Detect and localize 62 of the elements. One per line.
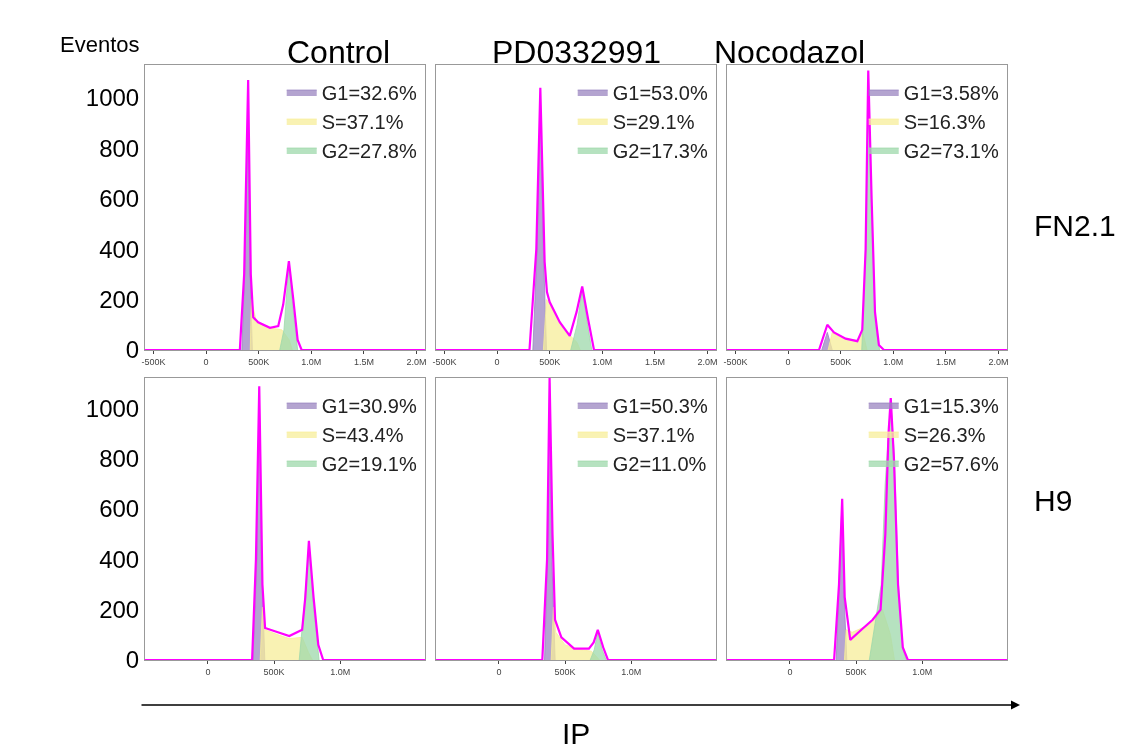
chart-title: PD0332991 bbox=[492, 34, 662, 70]
y-tick-label: 800 bbox=[99, 134, 140, 162]
text: H9 bbox=[1034, 484, 1073, 517]
x-tick-label: 1.0M bbox=[592, 356, 613, 367]
legend-label: G1=32.6% bbox=[321, 81, 417, 104]
x-tick-label: -500K bbox=[141, 356, 166, 367]
x-tick-label: 1.5M bbox=[644, 356, 665, 367]
x-tick-label: 1.0M bbox=[301, 356, 322, 367]
x-tick-label: 0 bbox=[785, 356, 791, 367]
legend-label: G2=73.1% bbox=[903, 139, 999, 162]
x-tick-label: 2.0M bbox=[697, 356, 718, 367]
x-tick-label: 0 bbox=[787, 666, 793, 677]
legend-label: G1=53.0% bbox=[612, 81, 708, 104]
legend-label: G2=27.8% bbox=[321, 139, 417, 162]
y-tick-label: 600 bbox=[99, 185, 140, 213]
x-tick-label: 0 bbox=[496, 666, 502, 677]
x-tick-label: 500K bbox=[248, 356, 270, 367]
y-tick-label: 400 bbox=[99, 235, 140, 263]
legend-label: S=26.3% bbox=[903, 423, 986, 446]
legend-label: G1=30.9% bbox=[321, 394, 417, 417]
y-tick-label: 200 bbox=[99, 285, 140, 313]
y-tick-label: 1000 bbox=[85, 84, 140, 112]
legend-label: G2=11.0% bbox=[612, 452, 707, 475]
x-tick-label: 2.0M bbox=[406, 356, 427, 367]
x-tick-label: 1.0M bbox=[621, 666, 642, 677]
x-tick-label: 1.0M bbox=[883, 356, 904, 367]
legend-label: S=37.1% bbox=[321, 110, 404, 133]
legend-label: G2=19.1% bbox=[321, 452, 417, 475]
x-tick-label: 0 bbox=[494, 356, 500, 367]
legend-label: G1=50.3% bbox=[612, 394, 708, 417]
x-tick-label: 500K bbox=[263, 666, 285, 677]
legend-label: G2=17.3% bbox=[612, 139, 708, 162]
x-tick-label: 1.0M bbox=[912, 666, 933, 677]
chart-title: Nocodazol bbox=[714, 34, 866, 70]
legend-label: G2=57.6% bbox=[903, 452, 999, 475]
y-tick-label: 600 bbox=[99, 495, 140, 523]
x-tick-label: 500K bbox=[830, 356, 852, 367]
legend-label: S=16.3% bbox=[903, 110, 986, 133]
y-tick-label: 1000 bbox=[85, 394, 140, 422]
x-tick-label: 1.5M bbox=[353, 356, 374, 367]
y-axis-title: Eventos bbox=[60, 32, 140, 57]
x-tick-label: 500K bbox=[539, 356, 561, 367]
legend-label: G1=15.3% bbox=[903, 394, 999, 417]
x-axis-title: IP bbox=[562, 717, 591, 750]
legend-label: S=29.1% bbox=[612, 110, 695, 133]
legend-label: G1=3.58% bbox=[903, 81, 999, 104]
chart-title: Control bbox=[287, 34, 391, 70]
x-tick-label: 1.5M bbox=[935, 356, 956, 367]
x-tick-label: -500K bbox=[723, 356, 748, 367]
legend-label: S=43.4% bbox=[321, 423, 404, 446]
legend-label: S=37.1% bbox=[612, 423, 695, 446]
x-tick-label: -500K bbox=[432, 356, 457, 367]
x-tick-label: 500K bbox=[554, 666, 576, 677]
x-tick-label: 1.0M bbox=[330, 666, 351, 677]
y-tick-label: 200 bbox=[99, 596, 140, 624]
x-tick-label: 2.0M bbox=[988, 356, 1009, 367]
x-tick-label: 500K bbox=[845, 666, 867, 677]
y-tick-label: 400 bbox=[99, 545, 140, 573]
text: FN2.1 bbox=[1034, 209, 1116, 242]
x-tick-label: 0 bbox=[205, 666, 211, 677]
y-tick-label: 800 bbox=[99, 444, 140, 472]
x-tick-label: 0 bbox=[203, 356, 209, 367]
